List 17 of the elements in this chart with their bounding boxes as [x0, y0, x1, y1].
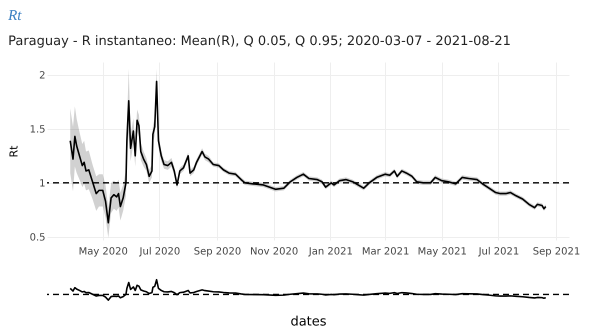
x-tick-label: Sep 2020	[194, 246, 242, 258]
x-tick-label: Nov 2020	[250, 246, 298, 258]
y-axis-title: Rt	[8, 144, 21, 158]
x-tick-label: Mar 2021	[362, 246, 410, 258]
x-tick-label: Jul 2020	[138, 246, 180, 258]
chart-title: Paraguay - R instantaneo: Mean(R), Q 0.05, Q 0.95; 2020-03-07 - 2021-08-21	[8, 34, 511, 49]
y-tick-label: 2	[39, 70, 46, 82]
x-tick-label: Jan 2021	[308, 246, 353, 258]
y-tick-label: 1	[39, 178, 46, 190]
x-tick-label: May 2021	[418, 246, 467, 258]
y-tick-label: 0.5	[30, 232, 46, 244]
x-axis-title: dates	[290, 314, 327, 330]
x-tick-label: May 2020	[78, 246, 128, 258]
text: Rt	[7, 8, 22, 24]
y-tick-label: 1.5	[30, 124, 46, 136]
x-tick-label: Jul 2021	[478, 246, 520, 258]
x-tick-label: Sep 2021	[532, 246, 580, 258]
